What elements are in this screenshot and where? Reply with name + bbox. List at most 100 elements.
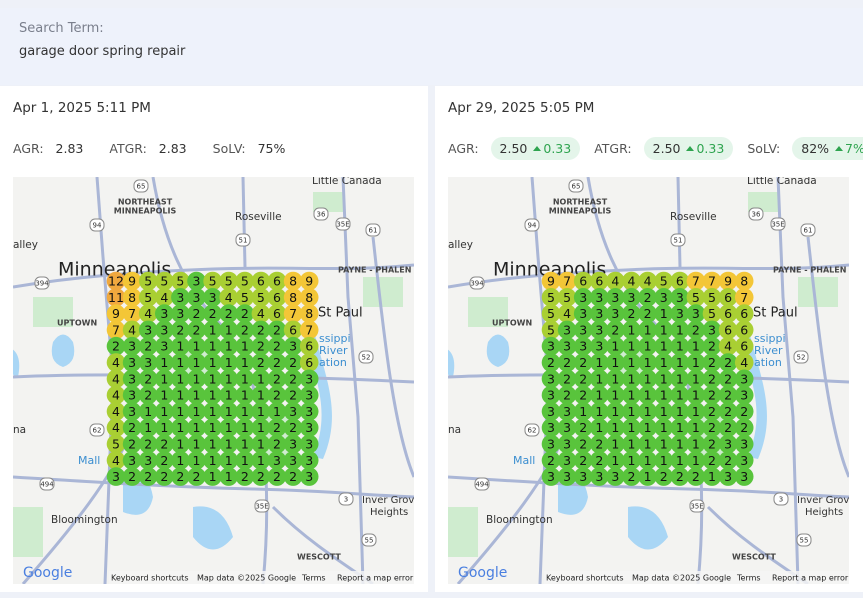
rank-label: 1 <box>225 404 233 419</box>
rank-label: 4 <box>611 274 619 289</box>
rank-pin <box>267 288 287 307</box>
road-shield-label: 62 <box>528 427 537 435</box>
rank-pin <box>541 434 561 454</box>
rank-pin <box>702 271 722 291</box>
rank-pin <box>203 304 222 323</box>
road <box>776 177 800 584</box>
rank-pin <box>219 271 238 291</box>
map-label: St Paul <box>318 306 363 321</box>
rank-pin <box>299 451 319 470</box>
rank-pin <box>734 336 754 356</box>
rank-label: 2 <box>257 469 265 484</box>
rank-label: 1 <box>225 469 233 484</box>
rank-pin <box>106 369 126 389</box>
rank-label: 1 <box>225 339 233 354</box>
metric-value: 2.50 <box>499 140 528 156</box>
change-value: 7% <box>845 140 863 156</box>
map-label: UPTOWN <box>492 319 532 328</box>
rank-label: 1 <box>160 371 168 386</box>
rank-label: 2 <box>193 306 201 321</box>
rank-pin <box>235 451 255 470</box>
rank-label: 1 <box>225 388 233 403</box>
rank-pin <box>606 402 625 421</box>
road <box>806 236 849 478</box>
rank-label: 4 <box>160 290 168 305</box>
rank-label: 1 <box>676 437 684 452</box>
water <box>13 349 20 377</box>
rank-label: 1 <box>160 388 168 403</box>
rank-label: 3 <box>128 388 136 403</box>
rank-label: 8 <box>289 274 297 289</box>
rank-pin <box>299 385 319 405</box>
rank-pin <box>734 418 754 437</box>
rank-pin <box>606 369 625 389</box>
rank-label: 7 <box>128 306 136 321</box>
google-logo: Google <box>23 565 72 581</box>
road-shield-label: 3 <box>344 496 348 504</box>
rank-pin <box>122 418 142 437</box>
rank-label: 1 <box>193 388 201 403</box>
road-shield <box>313 207 329 221</box>
rank-pin <box>590 418 609 437</box>
rank-pin <box>718 451 738 470</box>
rank-pin <box>734 353 754 372</box>
rank-pin <box>606 467 625 486</box>
road-shield-label: 62 <box>93 427 102 435</box>
road-shield-label: 35E <box>771 221 784 229</box>
road-shield-label: 494 <box>40 481 54 489</box>
rank-pin <box>267 353 287 372</box>
rank-label: 6 <box>305 339 313 354</box>
rank-pin <box>622 304 641 323</box>
map-footer-data: Map data ©2025 Google <box>632 574 731 583</box>
rank-pin <box>702 402 722 421</box>
rank-pin <box>702 434 722 454</box>
rank-label: 1 <box>628 355 636 370</box>
rank-pin <box>606 434 625 454</box>
rank-pin <box>203 418 222 437</box>
rank-label: 6 <box>595 274 603 289</box>
rank-label: 1 <box>628 420 636 435</box>
rank-pin <box>251 402 271 421</box>
rank-label: 3 <box>305 371 313 386</box>
rank-pin <box>622 369 641 389</box>
rank-pin <box>187 336 206 356</box>
road-shield <box>89 423 105 437</box>
metric-change: 0.33 <box>686 141 724 156</box>
rank-label: 1 <box>225 355 233 370</box>
rank-label: 3 <box>740 453 748 468</box>
rank-label: 3 <box>740 371 748 386</box>
road-shield <box>365 223 381 237</box>
rank-pin <box>590 402 609 421</box>
road-shield <box>469 276 485 290</box>
rank-pin <box>622 320 641 340</box>
rank-pin <box>654 271 673 291</box>
map-label: Heights <box>370 507 408 518</box>
rank-pin <box>686 434 706 454</box>
rank-label: 4 <box>112 371 120 386</box>
rank-label: 5 <box>660 274 668 289</box>
rank-pin <box>106 402 126 421</box>
rank-pin <box>235 369 255 389</box>
rank-label: 4 <box>225 290 233 305</box>
map-label: MINNEAPOLIS <box>549 207 612 216</box>
rank-pin <box>283 434 303 454</box>
rank-pin <box>171 353 190 372</box>
rank-label: 5 <box>547 306 555 321</box>
rank-label: 3 <box>595 306 603 321</box>
rank-pin <box>122 402 142 421</box>
rank-pin <box>670 369 690 389</box>
rank-label: 3 <box>724 469 732 484</box>
rank-pin <box>267 434 287 454</box>
road-shield <box>796 533 812 547</box>
road-shield-label: 94 <box>528 222 537 230</box>
rank-pin <box>203 385 222 405</box>
rank-label: 1 <box>676 355 684 370</box>
rank-pin <box>557 467 577 486</box>
road-shield <box>235 233 251 247</box>
road <box>448 475 849 499</box>
rank-pin <box>283 304 303 323</box>
rank-label: 1 <box>160 420 168 435</box>
rank-label: 5 <box>144 290 152 305</box>
rank-pin <box>638 353 657 372</box>
rank-pin <box>702 336 722 356</box>
